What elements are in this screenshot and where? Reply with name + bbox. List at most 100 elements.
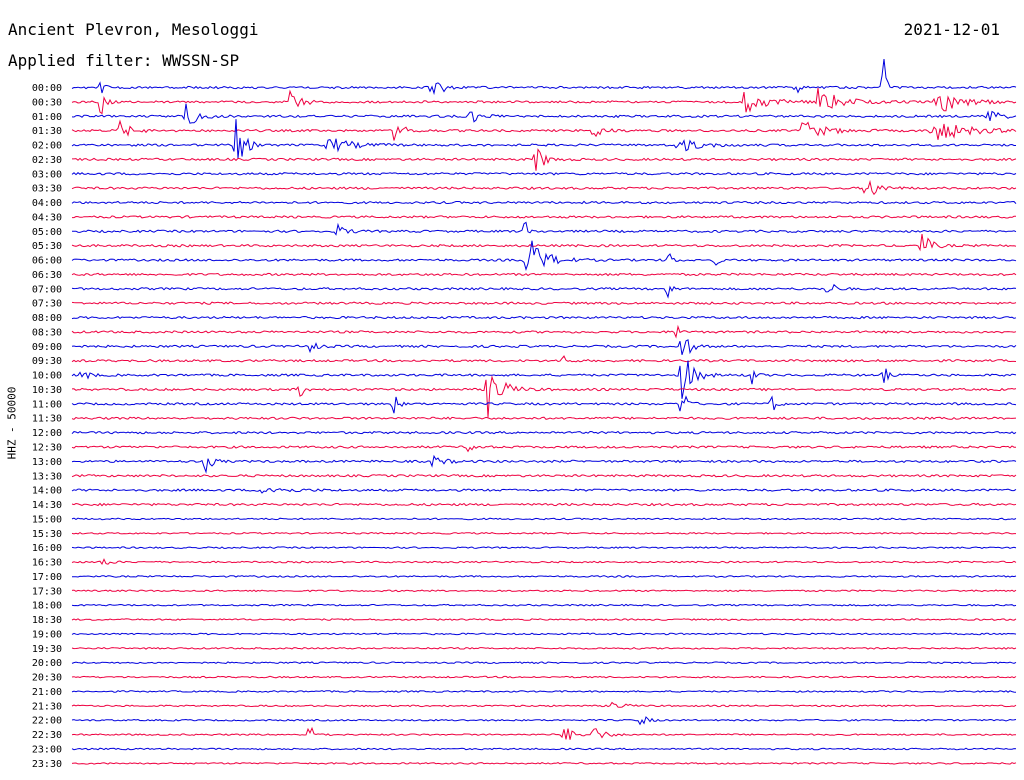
time-tick-label: 03:30	[32, 184, 62, 195]
seismic-trace	[71, 747, 1017, 751]
time-tick-label: 23:30	[32, 759, 62, 770]
time-tick-label: 10:00	[32, 371, 62, 382]
seismic-trace	[71, 531, 1016, 535]
seismic-trace	[71, 488, 1017, 494]
time-tick-label: 18:00	[32, 601, 62, 612]
time-tick-label: 23:00	[32, 744, 62, 755]
seismic-trace	[71, 632, 1017, 636]
seismic-trace	[72, 148, 1017, 171]
time-tick-label: 08:00	[32, 313, 62, 324]
time-tick-label: 05:30	[32, 241, 62, 252]
seismic-trace	[71, 103, 1017, 124]
seismic-trace	[71, 59, 1017, 96]
time-tick-label: 19:30	[32, 644, 62, 655]
time-tick-label: 06:00	[32, 256, 62, 267]
seismic-trace	[71, 301, 1017, 305]
time-tick-label: 14:30	[32, 500, 62, 511]
seismic-trace	[71, 87, 1017, 115]
time-tick-label: 01:00	[32, 112, 62, 123]
time-tick-label: 11:30	[32, 414, 62, 425]
time-tick-label: 02:30	[32, 155, 62, 166]
filter-label: Applied filter: WWSSN-SP	[8, 51, 240, 70]
seismic-trace	[71, 172, 1017, 176]
seismic-trace	[71, 546, 1017, 550]
time-tick-label: 14:00	[32, 486, 62, 497]
time-tick-label: 22:00	[32, 716, 62, 727]
seismic-trace	[71, 119, 1016, 159]
seismic-trace	[71, 454, 1017, 474]
seismic-trace	[71, 119, 1017, 141]
seismic-trace	[71, 575, 1017, 578]
time-tick-label: 18:30	[32, 615, 62, 626]
seismic-trace	[71, 716, 1017, 726]
seismic-trace	[71, 502, 1017, 507]
seismic-trace	[71, 360, 1017, 399]
seismic-trace	[71, 618, 1017, 621]
time-tick-label: 20:00	[32, 658, 62, 669]
seismic-trace	[71, 221, 1017, 236]
time-tick-label: 00:00	[32, 83, 62, 94]
seismic-trace	[71, 690, 1017, 693]
time-tick-label: 13:00	[32, 457, 62, 468]
seismic-trace	[71, 762, 1017, 765]
seismic-trace	[71, 339, 1017, 355]
time-tick-label: 15:00	[32, 514, 62, 525]
seismic-trace	[71, 726, 1017, 740]
seismic-trace	[71, 473, 1017, 478]
seismic-trace	[71, 324, 1017, 339]
record-date: 2021-12-01	[903, 20, 1000, 39]
seismic-trace	[71, 430, 1017, 435]
time-tick-label: 17:30	[32, 586, 62, 597]
time-tick-label: 06:30	[32, 270, 62, 281]
seismic-trace	[71, 200, 1017, 205]
seismic-trace	[71, 517, 1017, 521]
time-tick-label: 16:30	[32, 558, 62, 569]
seismic-trace	[71, 315, 1017, 320]
trace-layer	[71, 59, 1017, 765]
time-tick-label: 01:30	[32, 126, 62, 137]
seismic-trace	[71, 234, 1017, 252]
time-tick-label: 07:30	[32, 299, 62, 310]
time-tick-label: 00:30	[32, 97, 62, 108]
time-tick-label: 12:30	[32, 443, 62, 454]
time-tick-label: 19:00	[32, 629, 62, 640]
seismic-trace	[71, 272, 1017, 277]
time-tick-label: 10:30	[32, 385, 62, 396]
time-tick-label: 13:30	[32, 471, 62, 482]
time-tick-label: 04:30	[32, 212, 62, 223]
seismic-trace	[71, 646, 1017, 650]
time-tick-label: 09:00	[32, 342, 62, 353]
time-tick-label: 21:00	[32, 687, 62, 698]
time-tick-label: 08:30	[32, 327, 62, 338]
seismic-trace	[71, 375, 1017, 418]
time-tick-label: 09:30	[32, 356, 62, 367]
time-tick-label: 20:30	[32, 673, 62, 684]
time-tick-label: 03:00	[32, 169, 62, 180]
seismic-trace	[71, 355, 1017, 363]
seismic-trace	[71, 603, 1017, 607]
seismic-trace	[71, 589, 1017, 593]
time-tick-label: 05:00	[32, 227, 62, 238]
seismic-trace	[71, 416, 1017, 421]
seismic-trace	[72, 215, 1017, 219]
seismic-trace	[71, 558, 1017, 566]
seismic-trace	[71, 395, 1017, 414]
time-tick-label: 04:00	[32, 198, 62, 209]
time-tick-label: 02:00	[32, 141, 62, 152]
seismic-trace	[71, 283, 1017, 299]
tick-label-layer: 00:00 00:30 01:00 01:30 02:00 02:30 03:00 03:30…	[32, 83, 62, 770]
seismic-trace	[71, 675, 1017, 679]
time-tick-label: 11:00	[32, 399, 62, 410]
seismic-trace	[71, 179, 1017, 196]
time-tick-label: 15:30	[32, 529, 62, 540]
time-tick-label: 07:00	[32, 284, 62, 295]
time-tick-label: 21:30	[32, 701, 62, 712]
time-tick-label: 17:00	[32, 572, 62, 583]
station-title: Ancient Plevron, Mesologgi	[8, 20, 259, 39]
time-tick-label: 12:00	[32, 428, 62, 439]
seismic-trace	[71, 240, 1017, 271]
time-tick-label: 16:00	[32, 543, 62, 554]
time-tick-label: 22:30	[32, 730, 62, 741]
seismic-trace	[71, 445, 1016, 453]
